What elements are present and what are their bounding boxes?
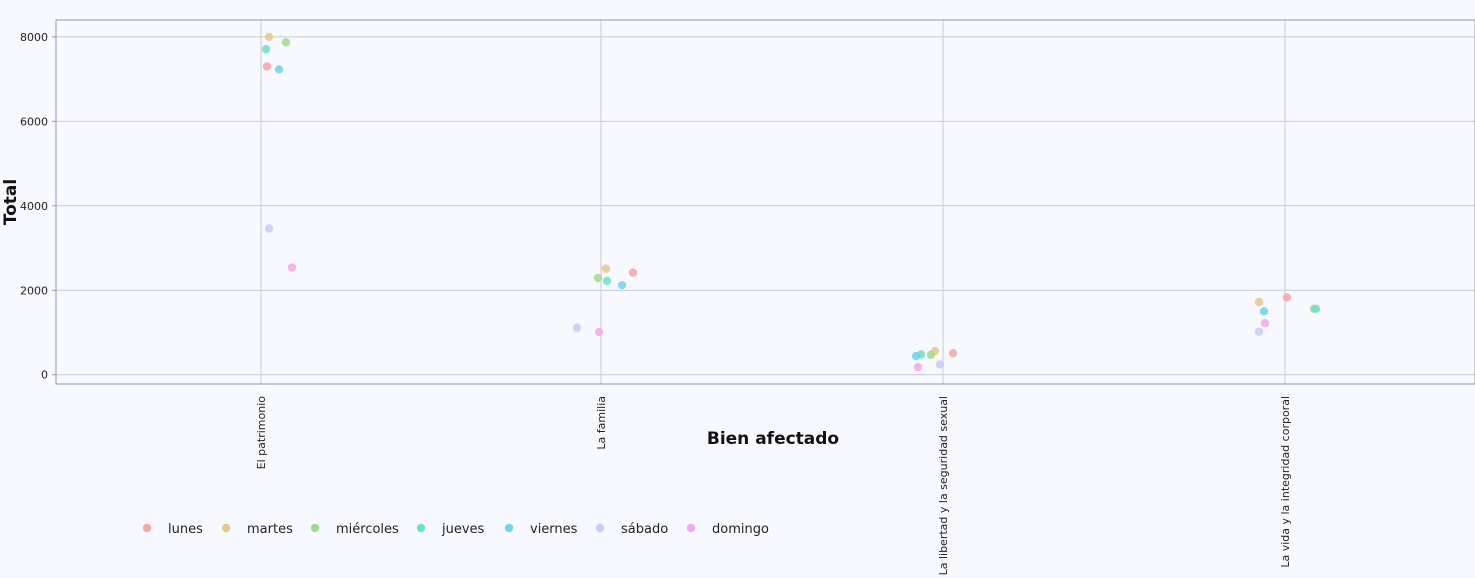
- y-tick-label: 2000: [20, 284, 48, 297]
- plot-area-border: [55, 19, 1475, 385]
- data-point-6-0[interactable]: [287, 263, 297, 272]
- legend-label[interactable]: sábado: [621, 522, 668, 537]
- x-axis-title: Bien afectado: [707, 429, 839, 449]
- legend-label[interactable]: miércoles: [336, 522, 399, 537]
- legend-marker: [595, 523, 605, 533]
- y-tick-label: 4000: [20, 200, 48, 213]
- legend-label[interactable]: viernes: [530, 522, 578, 537]
- legend-label[interactable]: jueves: [441, 522, 485, 537]
- data-point-0-2[interactable]: [948, 348, 958, 358]
- data-point-5-0[interactable]: [264, 224, 274, 233]
- data-point-1-0[interactable]: [264, 32, 274, 42]
- grid: [56, 20, 1475, 384]
- legend-marker: [686, 523, 696, 533]
- data-point-6-2[interactable]: [913, 362, 923, 372]
- data-point-0-1[interactable]: [628, 268, 638, 277]
- data-point-4-3[interactable]: [1259, 307, 1269, 316]
- data-point-3-0[interactable]: [261, 44, 271, 54]
- data-point-2-0[interactable]: [281, 38, 291, 47]
- legend-label[interactable]: domingo: [712, 522, 769, 537]
- legend-label[interactable]: lunes: [168, 522, 203, 537]
- data-point-4-2[interactable]: [911, 351, 921, 361]
- data-point-5-1[interactable]: [572, 323, 582, 333]
- x-axis-ticks: El patrimonio La familia La libertad y la …: [255, 396, 1292, 576]
- data-point-4-0[interactable]: [274, 65, 284, 74]
- legend-marker: [504, 523, 514, 533]
- y-axis-title: Total: [1, 179, 21, 225]
- data-point-5-2[interactable]: [935, 360, 945, 369]
- data-points: [261, 32, 1321, 372]
- data-point-2-1[interactable]: [593, 273, 603, 283]
- data-point-0-0[interactable]: [262, 62, 272, 71]
- legend-marker: [310, 523, 320, 533]
- data-point-3-3[interactable]: [1311, 304, 1321, 314]
- y-tick-label: 0: [41, 369, 48, 382]
- data-point-3-1[interactable]: [602, 276, 612, 286]
- data-point-6-3[interactable]: [1260, 318, 1270, 328]
- data-point-1-1[interactable]: [601, 264, 611, 273]
- x-tick-label: La vida y la integridad corporal: [1279, 396, 1292, 568]
- y-axis-ticks: 0 2000 4000 6000 8000: [20, 31, 56, 382]
- data-point-0-3[interactable]: [1282, 293, 1292, 302]
- data-point-5-3[interactable]: [1254, 327, 1264, 336]
- legend-marker: [416, 523, 426, 533]
- legend: lunes martes miércoles jueves viernes sábado d…: [142, 522, 769, 537]
- data-point-6-1[interactable]: [594, 327, 604, 337]
- legend-marker: [142, 523, 152, 533]
- y-tick-label: 8000: [20, 31, 48, 44]
- x-tick-label: El patrimonio: [255, 396, 268, 470]
- x-tick-label: La libertad y la seguridad sexual: [937, 396, 950, 575]
- data-point-2-2[interactable]: [926, 350, 936, 360]
- legend-marker: [221, 523, 231, 533]
- x-tick-label: La familia: [595, 396, 608, 450]
- legend-label[interactable]: martes: [247, 522, 293, 537]
- data-point-4-1[interactable]: [617, 280, 627, 290]
- y-tick-label: 6000: [20, 115, 48, 128]
- data-point-1-3[interactable]: [1254, 297, 1264, 307]
